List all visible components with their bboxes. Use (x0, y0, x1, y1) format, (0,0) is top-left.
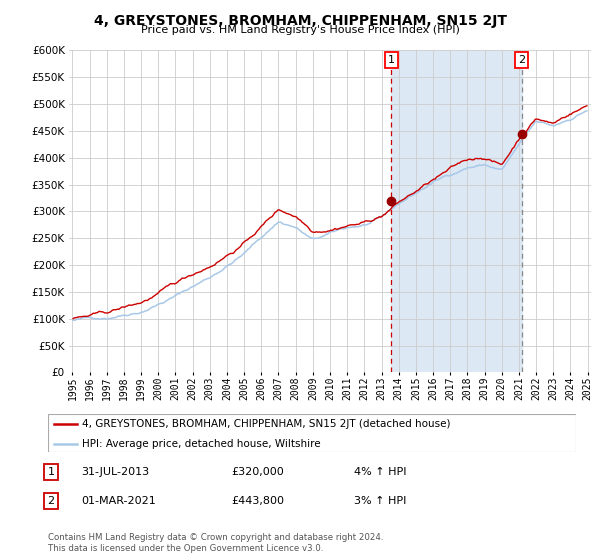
Text: £443,800: £443,800 (231, 496, 284, 506)
Text: 3% ↑ HPI: 3% ↑ HPI (354, 496, 406, 506)
Text: Contains HM Land Registry data © Crown copyright and database right 2024.
This d: Contains HM Land Registry data © Crown c… (48, 533, 383, 553)
Text: £320,000: £320,000 (231, 467, 284, 477)
Text: 1: 1 (47, 467, 55, 477)
Text: 01-MAR-2021: 01-MAR-2021 (81, 496, 156, 506)
Text: 2: 2 (518, 55, 526, 65)
Text: 2: 2 (47, 496, 55, 506)
Text: 4, GREYSTONES, BROMHAM, CHIPPENHAM, SN15 2JT (detached house): 4, GREYSTONES, BROMHAM, CHIPPENHAM, SN15… (82, 419, 451, 429)
Text: 4% ↑ HPI: 4% ↑ HPI (354, 467, 407, 477)
Text: 31-JUL-2013: 31-JUL-2013 (81, 467, 149, 477)
Text: 1: 1 (388, 55, 395, 65)
Bar (391, 50, 522, 372)
Text: 4, GREYSTONES, BROMHAM, CHIPPENHAM, SN15 2JT: 4, GREYSTONES, BROMHAM, CHIPPENHAM, SN15… (94, 14, 506, 28)
Text: HPI: Average price, detached house, Wiltshire: HPI: Average price, detached house, Wilt… (82, 438, 321, 449)
Text: Price paid vs. HM Land Registry's House Price Index (HPI): Price paid vs. HM Land Registry's House … (140, 25, 460, 35)
